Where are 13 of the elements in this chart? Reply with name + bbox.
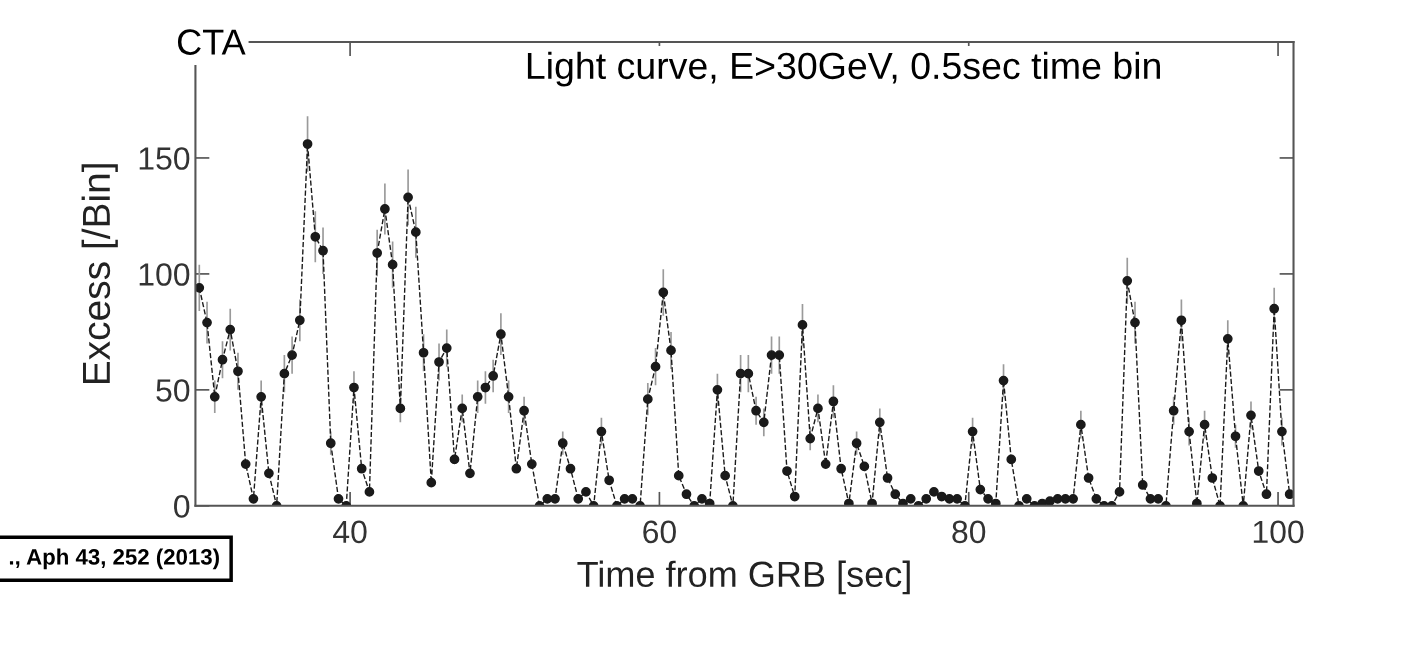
x-axis-title: Time from GRB [sec] xyxy=(577,560,910,595)
y-tick-label: 100 xyxy=(139,263,190,286)
chart-title: Light curve, E>30GeV, 0.5sec time bin xyxy=(527,51,1160,87)
x-tick-label: 40 xyxy=(333,520,367,544)
x-tick-label: 80 xyxy=(952,520,986,544)
text: ., Aph 43, 252 (2013) xyxy=(9,548,219,570)
y-axis-title: Excess [/Bin] xyxy=(81,164,118,384)
y-tick-label: 150 xyxy=(139,147,190,170)
x-tick-label: 100 xyxy=(1253,520,1304,544)
y-tick-label: 50 xyxy=(156,379,190,402)
annotation: CTA xyxy=(177,29,246,55)
y-tick-label: 0 xyxy=(174,495,190,518)
x-tick-label: 60 xyxy=(643,520,676,544)
